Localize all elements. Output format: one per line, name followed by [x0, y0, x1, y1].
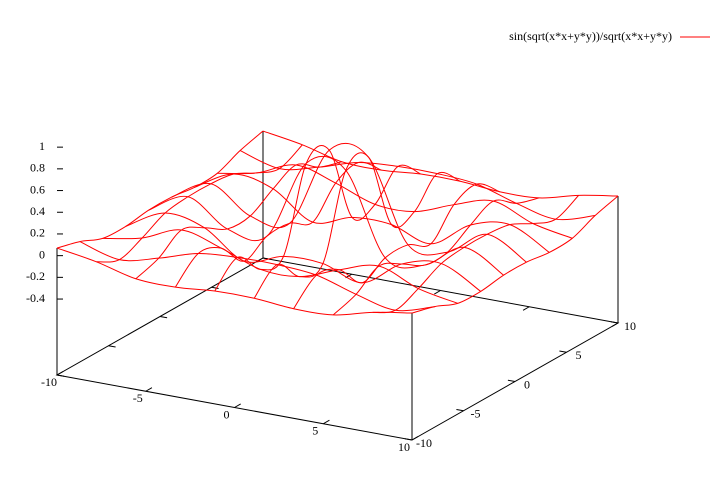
surface-line [148, 155, 504, 276]
z-tick-label: 0.8 [30, 161, 45, 175]
y-tick-label: -10 [416, 436, 432, 450]
x-tick [411, 436, 419, 441]
y-tick-label: -5 [471, 407, 481, 421]
y-tick [559, 350, 567, 353]
y-tick [456, 408, 464, 412]
y-tick-mirror [159, 316, 168, 319]
y-tick-label: 5 [576, 348, 582, 362]
x-tick-label: 10 [398, 440, 410, 454]
surface-line [56, 247, 413, 316]
surface-line [293, 183, 500, 310]
x-tick [56, 371, 64, 376]
x-tick-label: 5 [312, 424, 318, 438]
surface-line [79, 241, 435, 312]
y-tick [507, 379, 516, 382]
y-tick-mirror [108, 345, 116, 348]
z-tick-label: -0.2 [26, 269, 45, 283]
surface-line [411, 195, 619, 314]
x-tick-label: 0 [224, 407, 230, 421]
surface-line [56, 130, 264, 249]
y-tick [610, 321, 619, 324]
z-tick-label: 0 [39, 247, 45, 261]
y-tick-mirror [56, 374, 65, 377]
z-tick-label: 0.6 [30, 182, 45, 196]
y-tick [404, 438, 413, 441]
z-tick-label: 0.4 [30, 204, 45, 218]
x-tick [323, 419, 330, 425]
surface-line [102, 229, 458, 304]
surface-line [239, 150, 596, 221]
x-tick [145, 387, 153, 392]
x-tick-label: -10 [41, 375, 57, 389]
surface-line [372, 195, 579, 314]
z-tick-label: 0.2 [30, 226, 45, 240]
surface-line [135, 161, 342, 280]
y-tick-label: 0 [524, 377, 530, 391]
surface-line [171, 142, 527, 263]
z-tick-label: -0.4 [26, 291, 45, 305]
surface-line [332, 197, 540, 316]
surface-line [125, 212, 481, 292]
surface-line [96, 144, 303, 263]
x-tick-mirror [611, 322, 619, 327]
surface-line [253, 152, 461, 299]
x-tick-label: -5 [133, 391, 143, 405]
y-tick-label: 10 [624, 319, 636, 333]
x-tick-mirror [522, 306, 530, 311]
legend-label: sin(sqrt(x*x+y*y))/sqrt(x*x+y*y) [509, 29, 672, 43]
surface-line [214, 145, 422, 292]
y-tick-mirror [211, 286, 219, 290]
x-tick-mirror [434, 290, 441, 295]
surface-line [194, 173, 550, 253]
x-tick [234, 403, 241, 408]
surface-line [174, 161, 382, 288]
surface-line [262, 130, 619, 199]
z-tick-label: 1 [39, 139, 45, 153]
